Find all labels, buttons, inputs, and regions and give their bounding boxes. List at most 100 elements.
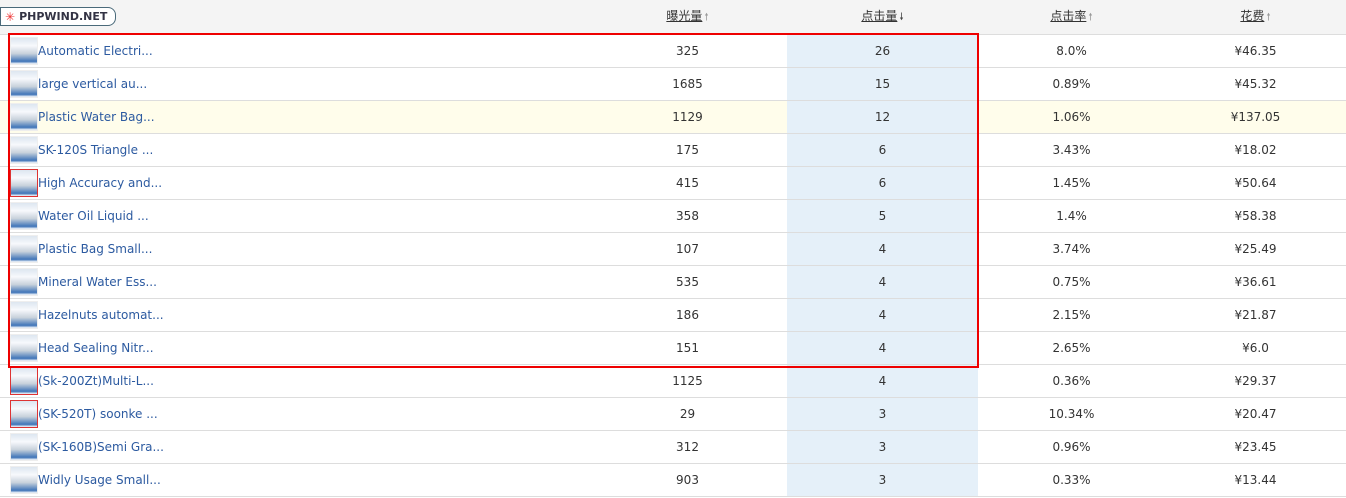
ctr-cell: 10.34% [978, 397, 1165, 431]
ctr-cell: 0.36% [978, 364, 1165, 398]
impressions-cell: 535 [588, 265, 787, 299]
clicks-cell: 6 [787, 133, 978, 167]
impressions-cell: 903 [588, 463, 787, 497]
sort-down-icon[interactable]: 🠗 [899, 12, 904, 23]
table-row: (Sk-200Zt)Multi-L... 1125 4 0.36% ¥29.37 [0, 364, 1346, 398]
header-cost[interactable]: 花费 🠕 [1165, 0, 1346, 35]
product-thumbnail[interactable] [10, 367, 38, 395]
header-impressions[interactable]: 曝光量 🠕 [588, 0, 787, 35]
product-link[interactable]: High Accuracy and... [38, 176, 163, 190]
clicks-cell: 5 [787, 199, 978, 233]
table-row: Widly Usage Small... 903 3 0.33% ¥13.44 [0, 463, 1346, 497]
product-thumbnail[interactable] [10, 169, 38, 197]
cost-cell: ¥50.64 [1165, 166, 1346, 200]
cost-cell: ¥20.47 [1165, 397, 1346, 431]
clicks-cell: 15 [787, 67, 978, 101]
ctr-cell: 1.06% [978, 100, 1165, 134]
asterisk-icon: ✳ [5, 9, 16, 24]
product-link[interactable]: Plastic Water Bag... [38, 110, 155, 124]
product-thumbnail[interactable] [10, 136, 38, 164]
product-thumbnail[interactable] [10, 301, 38, 329]
header-product [0, 0, 588, 35]
cost-cell: ¥36.61 [1165, 265, 1346, 299]
ctr-cell: 1.4% [978, 199, 1165, 233]
table-row: Hazelnuts automat... 186 4 2.15% ¥21.87 [0, 298, 1346, 332]
cost-cell: ¥29.37 [1165, 364, 1346, 398]
product-thumbnail[interactable] [10, 433, 38, 461]
table-row: High Accuracy and... 415 6 1.45% ¥50.64 [0, 166, 1346, 200]
sort-up-icon[interactable]: 🠕 [1088, 12, 1093, 23]
product-thumbnail[interactable] [10, 466, 38, 494]
clicks-cell: 4 [787, 331, 978, 365]
cost-cell: ¥25.49 [1165, 232, 1346, 266]
product-link[interactable]: Hazelnuts automat... [38, 308, 164, 322]
product-link[interactable]: Head Sealing Nitr... [38, 341, 154, 355]
product-link[interactable]: (SK-520T) soonke ... [38, 407, 158, 421]
header-ctr[interactable]: 点击率 🠕 [978, 0, 1165, 35]
impressions-cell: 1125 [588, 364, 787, 398]
product-cell: Hazelnuts automat... [0, 298, 588, 332]
impressions-cell: 358 [588, 199, 787, 233]
cost-cell: ¥23.45 [1165, 430, 1346, 464]
sort-up-icon[interactable]: 🠕 [704, 12, 709, 23]
table-header: 曝光量 🠕 点击量 🠗 点击率 🠕 花费 🠕 [0, 0, 1346, 35]
cost-cell: ¥13.44 [1165, 463, 1346, 497]
product-cell: SK-120S Triangle ... [0, 133, 588, 167]
ctr-cell: 3.74% [978, 232, 1165, 266]
table-row: Water Oil Liquid ... 358 5 1.4% ¥58.38 [0, 199, 1346, 233]
clicks-cell: 4 [787, 265, 978, 299]
clicks-cell: 4 [787, 364, 978, 398]
product-link[interactable]: Widly Usage Small... [38, 473, 161, 487]
table-row: SK-120S Triangle ... 175 6 3.43% ¥18.02 [0, 133, 1346, 167]
sort-up-icon[interactable]: 🠕 [1266, 12, 1271, 23]
product-thumbnail[interactable] [10, 235, 38, 263]
product-cell: Widly Usage Small... [0, 463, 588, 497]
table-row: Mineral Water Ess... 535 4 0.75% ¥36.61 [0, 265, 1346, 299]
product-link[interactable]: (SK-160B)Semi Gra... [38, 440, 164, 454]
table-row: Plastic Water Bag... 1129 12 1.06% ¥137.… [0, 100, 1346, 134]
product-thumbnail[interactable] [10, 334, 38, 362]
table-row: (SK-160B)Semi Gra... 312 3 0.96% ¥23.45 [0, 430, 1346, 464]
table-row: (SK-520T) soonke ... 29 3 10.34% ¥20.47 [0, 397, 1346, 431]
cost-cell: ¥6.0 [1165, 331, 1346, 365]
product-thumbnail[interactable] [10, 37, 38, 65]
product-link[interactable]: (Sk-200Zt)Multi-L... [38, 374, 154, 388]
product-link[interactable]: Automatic Electri... [38, 44, 153, 58]
cost-cell: ¥18.02 [1165, 133, 1346, 167]
product-cell: Plastic Water Bag... [0, 100, 588, 134]
ctr-cell: 0.75% [978, 265, 1165, 299]
ctr-cell: 3.43% [978, 133, 1165, 167]
product-thumbnail[interactable] [10, 268, 38, 296]
impressions-cell: 107 [588, 232, 787, 266]
impressions-cell: 1129 [588, 100, 787, 134]
cost-cell: ¥58.38 [1165, 199, 1346, 233]
table-row: Automatic Electri... 325 26 8.0% ¥46.35 [0, 34, 1346, 68]
product-thumbnail[interactable] [10, 400, 38, 428]
ctr-cell: 8.0% [978, 34, 1165, 68]
product-cell: High Accuracy and... [0, 166, 588, 200]
cost-cell: ¥45.32 [1165, 67, 1346, 101]
product-cell: (Sk-200Zt)Multi-L... [0, 364, 588, 398]
product-cell: Head Sealing Nitr... [0, 331, 588, 365]
table-row: large vertical au... 1685 15 0.89% ¥45.3… [0, 67, 1346, 101]
ctr-cell: 2.15% [978, 298, 1165, 332]
ctr-cell: 0.96% [978, 430, 1165, 464]
product-link[interactable]: Mineral Water Ess... [38, 275, 157, 289]
clicks-cell: 12 [787, 100, 978, 134]
impressions-cell: 186 [588, 298, 787, 332]
impressions-cell: 1685 [588, 67, 787, 101]
ctr-cell: 0.89% [978, 67, 1165, 101]
product-link[interactable]: large vertical au... [38, 77, 148, 91]
product-thumbnail[interactable] [10, 103, 38, 131]
clicks-cell: 6 [787, 166, 978, 200]
product-thumbnail[interactable] [10, 70, 38, 98]
clicks-cell: 3 [787, 430, 978, 464]
impressions-cell: 29 [588, 397, 787, 431]
product-link[interactable]: Plastic Bag Small... [38, 242, 153, 256]
product-link[interactable]: Water Oil Liquid ... [38, 209, 149, 223]
header-clicks[interactable]: 点击量 🠗 [787, 0, 978, 35]
product-thumbnail[interactable] [10, 202, 38, 230]
product-link[interactable]: SK-120S Triangle ... [38, 143, 154, 157]
clicks-cell: 3 [787, 397, 978, 431]
